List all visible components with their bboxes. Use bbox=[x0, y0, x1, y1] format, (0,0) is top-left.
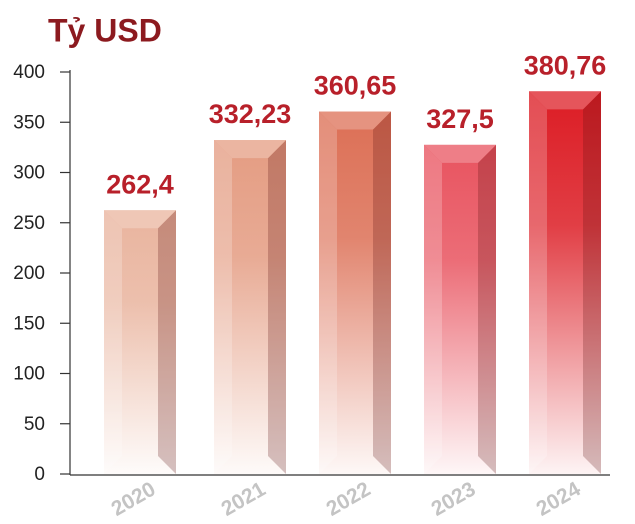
bar bbox=[424, 144, 496, 475]
bar-right-face bbox=[158, 210, 176, 474]
data-label: 262,4 bbox=[106, 169, 174, 199]
data-label: 360,65 bbox=[314, 71, 397, 101]
bar-left-face bbox=[424, 144, 442, 475]
y-tick-label: 250 bbox=[13, 213, 45, 234]
bar-top-highlight bbox=[214, 140, 286, 159]
bar bbox=[319, 111, 391, 474]
chart-title: Tỷ USD bbox=[48, 12, 162, 48]
bar bbox=[214, 140, 286, 474]
x-tick-label: 2023 bbox=[428, 478, 480, 521]
bar-top-face bbox=[104, 210, 176, 229]
y-tick-label: 0 bbox=[34, 464, 45, 485]
data-label: 380,76 bbox=[524, 50, 607, 80]
bar-left-face bbox=[319, 111, 337, 474]
bar-top-face bbox=[529, 91, 601, 110]
y-tick-label: 200 bbox=[13, 263, 45, 284]
bar bbox=[529, 91, 601, 475]
x-tick-label: 2021 bbox=[218, 477, 270, 520]
x-tick-label: 2024 bbox=[533, 477, 585, 520]
bar-top-face bbox=[319, 111, 391, 130]
bar-top-highlight bbox=[529, 91, 601, 110]
bar-top-highlight bbox=[424, 144, 496, 163]
x-tick-label: 2020 bbox=[108, 478, 160, 521]
data-label: 327,5 bbox=[426, 104, 494, 134]
y-tick-label: 50 bbox=[24, 414, 45, 435]
y-tick-label: 400 bbox=[13, 62, 45, 83]
y-tick-label: 100 bbox=[13, 364, 45, 385]
bar-top-highlight bbox=[319, 111, 391, 130]
y-tick-label: 350 bbox=[13, 112, 45, 133]
bar-top-face bbox=[424, 144, 496, 163]
bar-right-face bbox=[478, 144, 496, 475]
y-tick-label: 300 bbox=[13, 163, 45, 184]
bar-top-highlight bbox=[104, 210, 176, 229]
bar-right-face bbox=[373, 111, 391, 474]
x-tick-label: 2022 bbox=[323, 478, 375, 521]
data-label: 332,23 bbox=[209, 99, 292, 129]
bar bbox=[104, 210, 176, 474]
bar-left-face bbox=[214, 140, 232, 474]
bar-left-face bbox=[104, 210, 122, 474]
bar-left-face bbox=[529, 91, 547, 475]
bar-top-face bbox=[214, 140, 286, 159]
bar-right-face bbox=[583, 91, 601, 475]
bar-right-face bbox=[268, 140, 286, 474]
y-tick-label: 150 bbox=[13, 313, 45, 334]
